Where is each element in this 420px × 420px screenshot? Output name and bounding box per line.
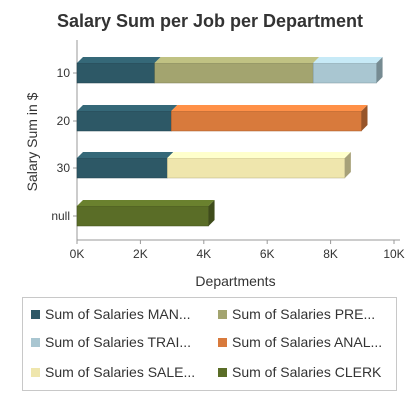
legend-swatch [218,309,227,319]
bar-segment [154,57,320,84]
legend-swatch [218,337,227,347]
bar-segment [76,105,178,132]
bar-segment-side [208,200,215,226]
x-axis-title: Departments [195,273,275,289]
legend-item: Sum of Salaries ANAL... [218,332,382,352]
x-tick-label: 0K [70,247,85,261]
legend-swatch [31,309,40,319]
bar-segment-top [154,57,320,63]
y-tick-label: 10 [57,66,71,80]
legend: Sum of Salaries MAN... Sum of Salaries PR… [22,297,397,391]
legend-item: Sum of Salaries CLERK [218,362,381,382]
y-tick-label: 20 [57,114,71,128]
x-tick-label: 10K [383,247,404,261]
bar-segment-side [376,57,383,83]
x-tick-label: 6K [260,247,275,261]
y-tick-label: 30 [57,161,71,175]
bar-segment-top [77,105,178,111]
legend-item: Sum of Salaries MAN... [31,304,191,324]
legend-label: Sum of Salaries TRAI... [45,334,192,350]
bar-segment [76,152,174,179]
bar-segment-front [154,62,314,84]
bar-segment [76,200,215,227]
legend-item: Sum of Salaries PRE... [218,304,375,324]
bar-segment-side [344,152,351,178]
bar-segment-front [312,62,377,84]
y-axis-title: Salary Sum in $ [24,92,40,191]
x-tick-label: 4K [196,247,211,261]
bar-segment-front [76,62,155,84]
bar-segment-top [313,57,383,63]
bar-segment-top [171,105,368,111]
bar-segment-front [76,110,172,132]
bar-segment-front [76,205,209,227]
legend-item: Sum of Salaries SALE... [31,362,195,382]
legend-label: Sum of Salaries CLERK [232,364,382,380]
legend-swatch [218,367,227,377]
bar-segment-top [77,57,161,63]
chart-title: Salary Sum per Job per Department [56,11,364,31]
x-tick-label: 2K [133,247,148,261]
legend-label: Sum of Salaries MAN... [45,306,191,322]
bar-segment-top [77,200,215,206]
bar-segment [76,57,161,84]
legend-swatch [31,337,40,347]
bar-segment [167,152,351,179]
x-tick-label: 8K [323,247,338,261]
legend-label: Sum of Salaries ANAL... [232,334,383,350]
bar-segment-front [171,110,362,132]
bar-segment-front [76,157,168,179]
legend-label: Sum of Salaries PRE... [232,306,376,322]
legend-label: Sum of Salaries SALE... [45,364,196,380]
y-tick-label: null [51,209,70,223]
bar-segment-top [167,152,351,158]
legend-item: Sum of Salaries TRAI... [31,332,191,352]
bar-segment [312,57,383,84]
bar-segment-side [361,105,368,131]
bar-segment [171,105,368,132]
bar-segment-front [167,157,346,179]
bar-segment-top [77,152,174,158]
legend-swatch [31,367,40,377]
